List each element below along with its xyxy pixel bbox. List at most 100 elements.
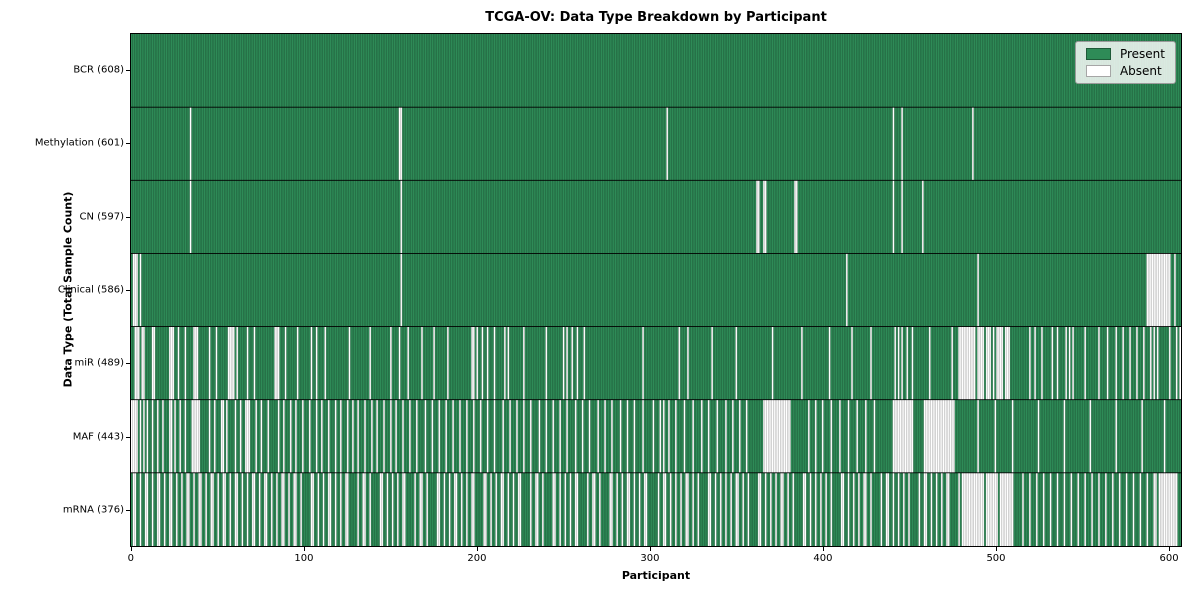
absent-cell bbox=[139, 399, 142, 473]
absent-cell bbox=[552, 399, 555, 473]
absent-cell bbox=[1111, 472, 1114, 546]
absent-cell bbox=[566, 326, 568, 400]
absent-cell bbox=[523, 399, 525, 473]
absent-cell bbox=[1115, 399, 1118, 473]
absent-cell bbox=[1089, 399, 1092, 473]
absent-cell bbox=[597, 399, 600, 473]
absent-cell bbox=[281, 472, 285, 546]
absent-cell bbox=[609, 472, 613, 546]
y-tick-mark bbox=[126, 216, 130, 218]
absent-cell bbox=[1063, 472, 1066, 546]
absent-cell bbox=[1011, 399, 1014, 473]
absent-cell bbox=[633, 472, 636, 546]
absent-cell bbox=[1056, 472, 1059, 546]
absent-cell bbox=[151, 326, 156, 400]
absent-cell bbox=[414, 472, 416, 546]
absent-cell bbox=[459, 399, 461, 473]
absent-cell bbox=[421, 326, 423, 400]
x-tick-mark bbox=[130, 547, 132, 551]
absent-cell bbox=[504, 326, 506, 400]
absent-cell bbox=[738, 399, 741, 473]
absent-cell bbox=[334, 399, 337, 473]
heatmap-svg bbox=[131, 34, 1181, 546]
legend-absent-label: Absent bbox=[1119, 64, 1162, 78]
y-tick-label: Methylation (601) bbox=[34, 137, 124, 149]
absent-cell bbox=[1072, 326, 1074, 400]
absent-cell bbox=[179, 399, 182, 473]
absent-cell bbox=[542, 472, 544, 546]
absent-cell bbox=[642, 326, 644, 400]
absent-cell bbox=[419, 472, 423, 546]
absent-cell bbox=[234, 472, 239, 546]
absent-cell bbox=[481, 326, 484, 400]
absent-cell bbox=[697, 472, 700, 546]
absent-cell bbox=[674, 472, 677, 546]
absent-cell bbox=[193, 472, 195, 546]
absent-cell bbox=[402, 472, 406, 546]
absent-cell bbox=[763, 399, 791, 473]
absent-cell bbox=[851, 326, 853, 400]
absent-cell bbox=[379, 472, 384, 546]
absent-cell bbox=[828, 326, 831, 400]
absent-cell bbox=[1070, 472, 1073, 546]
absent-cell bbox=[901, 107, 903, 181]
absent-cell bbox=[642, 399, 644, 473]
absent-cell bbox=[787, 472, 789, 546]
y-tick-mark bbox=[126, 436, 130, 438]
absent-cell bbox=[999, 472, 1014, 546]
absent-cell bbox=[918, 472, 921, 546]
absent-cell bbox=[901, 326, 903, 400]
absent-cell bbox=[1051, 326, 1054, 400]
absent-cell bbox=[486, 326, 489, 400]
absent-cell bbox=[643, 472, 648, 546]
absent-cell bbox=[599, 472, 601, 546]
absent-cell bbox=[657, 472, 660, 546]
absent-cell bbox=[870, 326, 872, 400]
absent-cell bbox=[390, 399, 392, 473]
absent-cell bbox=[376, 399, 378, 473]
absent-cell bbox=[431, 399, 434, 473]
absent-cell bbox=[576, 326, 579, 400]
absent-cell bbox=[674, 399, 677, 473]
absent-cell bbox=[564, 472, 567, 546]
absent-cell bbox=[334, 472, 337, 546]
absent-cell bbox=[175, 472, 178, 546]
absent-cell bbox=[802, 472, 807, 546]
absent-cell bbox=[992, 326, 995, 400]
absent-cell bbox=[400, 253, 403, 327]
absent-cell bbox=[445, 399, 448, 473]
absent-cell bbox=[1077, 472, 1080, 546]
absent-cell bbox=[864, 399, 867, 473]
absent-cell bbox=[348, 326, 351, 400]
x-tick-label: 400 bbox=[813, 553, 833, 564]
absent-cell bbox=[1153, 472, 1156, 546]
absent-cell bbox=[225, 399, 228, 473]
absent-cell bbox=[892, 472, 895, 546]
absent-cell bbox=[246, 472, 249, 546]
absent-cell bbox=[227, 326, 235, 400]
absent-cell bbox=[735, 326, 738, 400]
y-tick-mark bbox=[126, 363, 130, 365]
absent-cell bbox=[611, 399, 613, 473]
absent-cell bbox=[1084, 326, 1087, 400]
absent-cell bbox=[894, 326, 897, 400]
absent-cell bbox=[908, 472, 910, 546]
absent-cell bbox=[327, 399, 330, 473]
absent-cell bbox=[1034, 326, 1036, 400]
absent-cell bbox=[471, 472, 475, 546]
absent-cell bbox=[692, 472, 694, 546]
absent-cell bbox=[198, 472, 202, 546]
absent-cell bbox=[1106, 326, 1109, 400]
absent-cell bbox=[364, 399, 366, 473]
absent-cell bbox=[814, 399, 817, 473]
y-tick-label: BCR (608) bbox=[73, 64, 124, 76]
absent-cell bbox=[633, 399, 636, 473]
absent-cell bbox=[659, 399, 662, 473]
x-tick-label: 500 bbox=[986, 553, 1006, 564]
absent-cell bbox=[189, 107, 192, 181]
x-tick-mark bbox=[995, 547, 997, 551]
absent-cell bbox=[545, 399, 548, 473]
absent-cell bbox=[507, 472, 510, 546]
absent-cell bbox=[239, 399, 242, 473]
absent-cell bbox=[253, 326, 256, 400]
